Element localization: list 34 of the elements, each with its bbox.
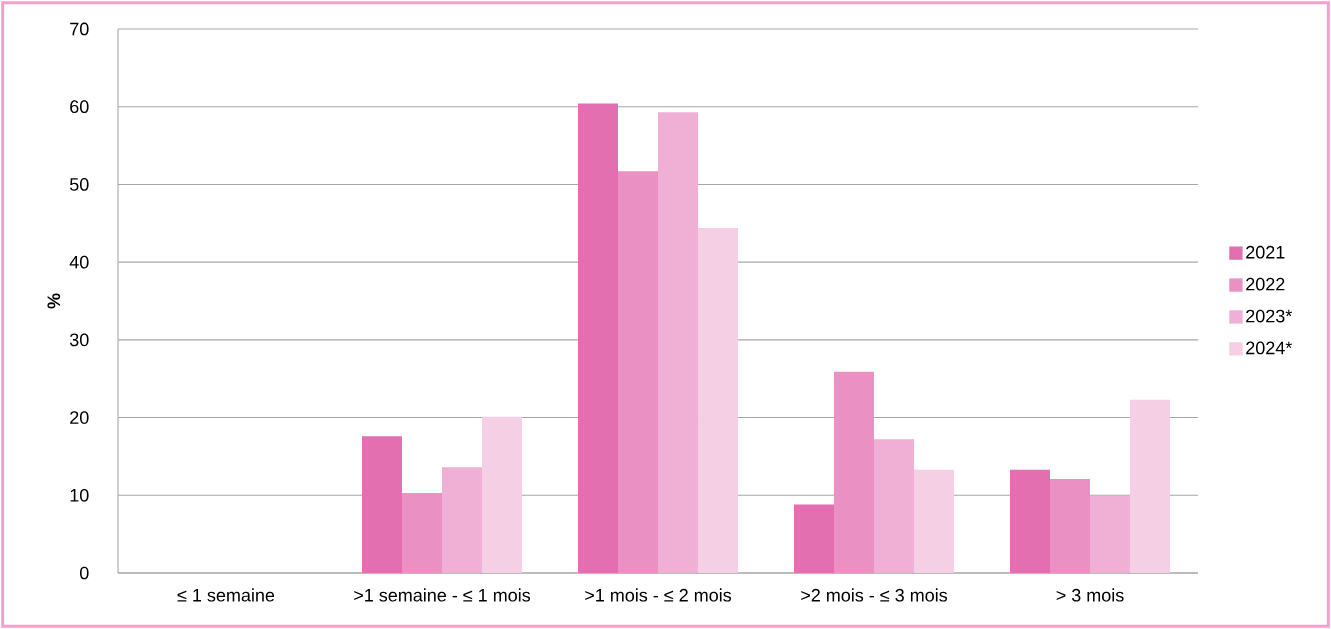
bar — [482, 416, 523, 573]
x-tick-label: > 3 mois — [1056, 588, 1124, 602]
legend-label: 2024* — [1246, 341, 1293, 355]
bar — [362, 436, 402, 573]
bar — [1050, 478, 1091, 573]
bar — [834, 371, 875, 573]
x-tick-label: >1 mois - ≤ 2 mois — [585, 588, 732, 602]
y-tick-label: 40 — [69, 255, 89, 269]
bar — [1130, 399, 1171, 573]
x-tick-label: >2 mois - ≤ 3 mois — [801, 588, 948, 602]
y-tick-label: 70 — [70, 22, 89, 36]
x-tick-label: ≤ 1 semaine — [177, 588, 275, 602]
y-tick-label: 20 — [70, 411, 89, 424]
bar — [1090, 496, 1131, 573]
bar — [794, 504, 835, 573]
bar — [698, 227, 739, 573]
y-tick-label: 10 — [70, 488, 89, 502]
bar — [874, 439, 915, 573]
bar — [914, 469, 955, 573]
y-tick-label: 50 — [69, 178, 89, 191]
y-tick-label: 0 — [79, 566, 89, 580]
y-axis-title: % — [47, 293, 61, 309]
y-tick-label: 60 — [70, 100, 89, 114]
legend-label: 2023* — [1246, 309, 1293, 323]
bar — [402, 492, 443, 573]
bar — [578, 103, 619, 573]
y-tick-label: 30 — [69, 333, 89, 347]
x-tick-label: >1 semaine - ≤ 1 mois — [354, 588, 531, 602]
bar — [658, 112, 699, 573]
legend-label: 2021 — [1246, 245, 1285, 259]
bar — [618, 171, 659, 573]
legend-label: 2022 — [1246, 277, 1285, 291]
bar — [1010, 469, 1051, 573]
bar — [442, 467, 483, 573]
